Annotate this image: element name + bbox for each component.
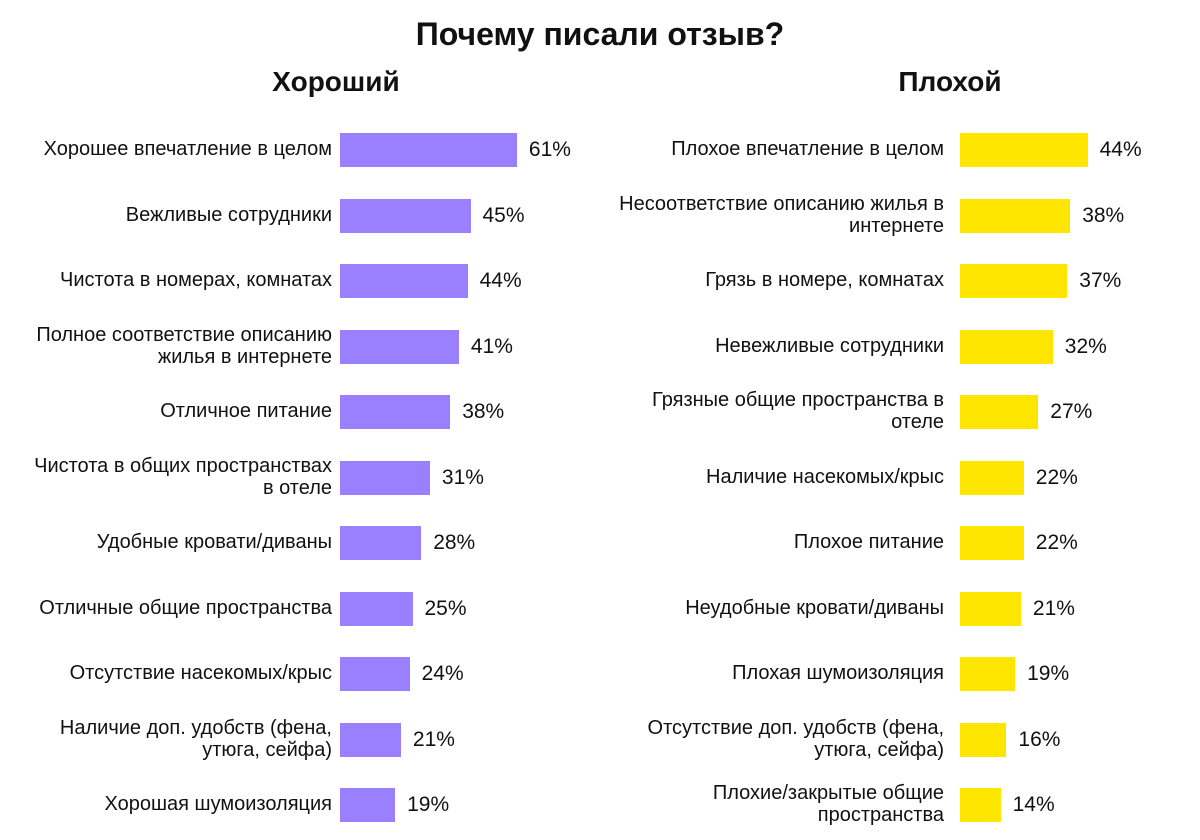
good-bar-row: Чистота в номерах, комнатах 44% [0,249,600,311]
good-category-label: Отличное питание [160,400,332,422]
bad-bar [960,788,1001,822]
bad-bar [960,526,1024,560]
good-value-label: 24% [421,662,464,685]
good-bar-row: Наличие доп. удобств (фена, утюга, сейфа… [0,708,600,770]
good-value-label: 25% [424,596,467,620]
good-panel-title: Хороший [272,66,400,97]
good-bar [340,526,422,560]
good-bar-row: Хорошее впечатление в целом 61% [0,118,600,180]
bad-category-label: Грязные общие пространства в отеле [652,389,944,433]
good-bar-row: Хорошая шумоизоляция 19% [0,773,600,835]
bad-value-label: 22% [1035,465,1078,489]
bad-bar-row: Отсутствие доп. удобств (фена, утюга, се… [600,708,1200,770]
bad-reviews-panel: Плохой Плохое впечатление в целом 44% Несо… [600,0,1200,840]
good-category-label: Удобные кровати/диваны [96,531,332,553]
bad-category-label: Несоответствие описанию жилья в интернет… [619,192,944,237]
bad-bar [960,133,1088,167]
good-category-label: Отличные общие пространства [39,596,332,619]
good-bar [340,591,413,626]
bad-category-label: Отсутствие доп. удобств (фена, утюга, се… [647,716,944,761]
good-category-label: Хорошая шумоизоляция [104,793,333,815]
good-value-label: 31% [441,465,484,489]
good-value-label: 45% [482,203,525,227]
bad-category-label: Плохие/закрытые общие пространства [712,782,944,826]
bad-bar [960,395,1039,429]
good-bar [340,722,401,757]
bad-bar [960,722,1007,757]
bad-bar-row: Плохое питание 22% [600,511,1200,573]
bad-bar [960,329,1053,364]
good-bar [340,657,410,691]
good-value-label: 28% [433,531,476,554]
good-bar [340,264,468,298]
good-value-label: 21% [412,727,455,751]
bad-bar-row: Грязные общие пространства в отеле 27% [600,380,1200,442]
bad-bar-row: Плохие/закрытые общие пространства 14% [600,773,1200,835]
chart-title: Почему писали отзыв? [415,16,785,52]
good-category-label: Наличие доп. удобств (фена, утюга, сейфа… [59,716,332,761]
good-value-label: 19% [407,793,450,816]
good-category-label: Чистота в номерах, комнатах [60,269,332,291]
bad-bar-row: Неудобные кровати/диваны 21% [600,577,1200,639]
bad-category-label: Плохая шумоизоляция [732,662,944,684]
good-bar [340,460,430,495]
good-bar-row: Отсутствие насекомых/крыс 24% [0,642,600,704]
bad-category-label: Наличие насекомых/крыс [706,465,944,488]
bad-bar [960,460,1024,495]
bad-bar [960,657,1016,691]
bad-value-label: 14% [1012,793,1055,816]
bad-bar-row: Несоответствие описанию жилья в интернет… [600,184,1200,246]
bad-category-label: Грязь в номере, комнатах [705,269,944,291]
bad-value-label: 21% [1032,596,1075,620]
bad-value-label: 16% [1018,727,1061,751]
bad-value-label: 37% [1079,269,1122,292]
bad-panel-title: Плохой [898,66,1002,97]
bad-bar-row: Невежливые сотрудники 32% [600,315,1200,377]
good-category-label: Вежливые сотрудники [125,203,332,226]
bad-value-label: 22% [1035,531,1078,554]
good-bar [340,133,517,167]
good-bar [340,198,471,233]
bad-category-label: Плохое впечатление в целом [671,138,944,160]
good-category-label: Хорошее впечатление в целом [43,138,332,160]
bad-bar [960,264,1068,298]
bad-bar-row: Плохая шумоизоляция 19% [600,642,1200,704]
good-bar [340,329,459,364]
bad-value-label: 38% [1082,203,1125,227]
good-category-label: Чистота в общих пространствах в отеле [34,454,332,499]
good-bar-row: Удобные кровати/диваны 28% [0,511,600,573]
good-bar-row: Вежливые сотрудники 45% [0,184,600,246]
bad-value-label: 27% [1050,400,1093,423]
good-reviews-panel: Хороший Хорошее впечатление в целом 61% Ве… [0,66,600,835]
bad-value-label: 44% [1099,138,1142,161]
good-value-label: 41% [470,334,513,358]
bad-category-label: Невежливые сотрудники [715,334,944,357]
good-category-label: Отсутствие насекомых/крыс [69,662,332,684]
good-value-label: 61% [528,138,571,161]
good-bar-row: Полное соответствие описанию жилья в инт… [0,315,600,377]
good-bar-row: Отличные общие пространства 25% [0,577,600,639]
bad-bar-row: Грязь в номере, комнатах 37% [600,249,1200,311]
bad-value-label: 32% [1064,334,1107,358]
bad-bar-row: Наличие насекомых/крыс 22% [600,446,1200,508]
good-bar [340,395,451,429]
good-category-label: Полное соответствие описанию жилья в инт… [36,323,332,368]
good-bar-row: Отличное питание 38% [0,380,600,442]
bad-bar [960,591,1021,626]
good-value-label: 44% [479,269,522,292]
bad-value-label: 19% [1027,662,1070,685]
bad-category-label: Неудобные кровати/диваны [685,596,944,619]
bad-bar-row: Плохое впечатление в целом 44% [600,118,1200,180]
bad-category-label: Плохое питание [793,531,944,553]
good-value-label: 38% [462,400,505,423]
bad-bar [960,198,1071,233]
good-bar-row: Чистота в общих пространствах в отеле 31% [0,446,600,508]
good-bar [340,788,396,822]
